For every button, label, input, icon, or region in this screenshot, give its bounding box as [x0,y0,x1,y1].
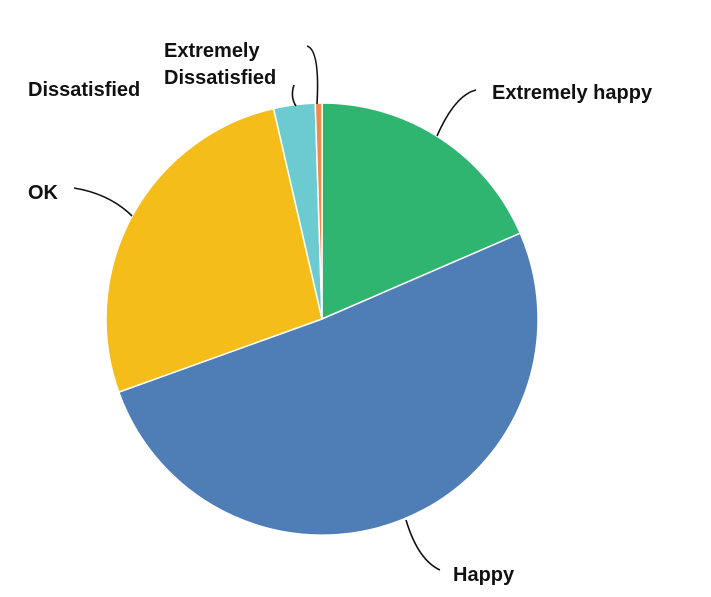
pie-slice-extremely-happy [321,102,522,321]
slice-label-line: Extremely [164,40,260,62]
slice-label-extremely-happy: Extremely happy [492,82,653,104]
pie-slices [105,102,539,536]
leader-line-happy [405,519,441,571]
leader-line-ok [73,187,133,217]
slice-label-dissatisfied: Dissatisfied [28,79,140,101]
slice-labels: Extremely happyHappyOKDissatisfiedExtrem… [28,40,653,586]
slice-label-extremely-dissatisfied: Extremely Dissatisfied [164,40,276,89]
slice-label-happy: Happy [453,564,515,586]
leader-line-extremely-dissatisfied [306,45,319,105]
leader-line-extremely-happy [436,89,477,137]
slice-label-line: Dissatisfied [164,67,276,89]
slice-label-line: Dissatisfied [28,79,140,101]
slice-label-line: OK [28,182,59,204]
leader-lines [73,45,477,571]
pie-slice-extremely-dissatisfied [314,102,323,320]
slice-label-ok: OK [28,182,59,204]
slice-label-line: Happy [453,564,515,586]
leader-line-dissatisfied [291,84,297,107]
pie-slice-happy [117,232,539,536]
slice-label-line: Extremely happy [492,82,653,104]
